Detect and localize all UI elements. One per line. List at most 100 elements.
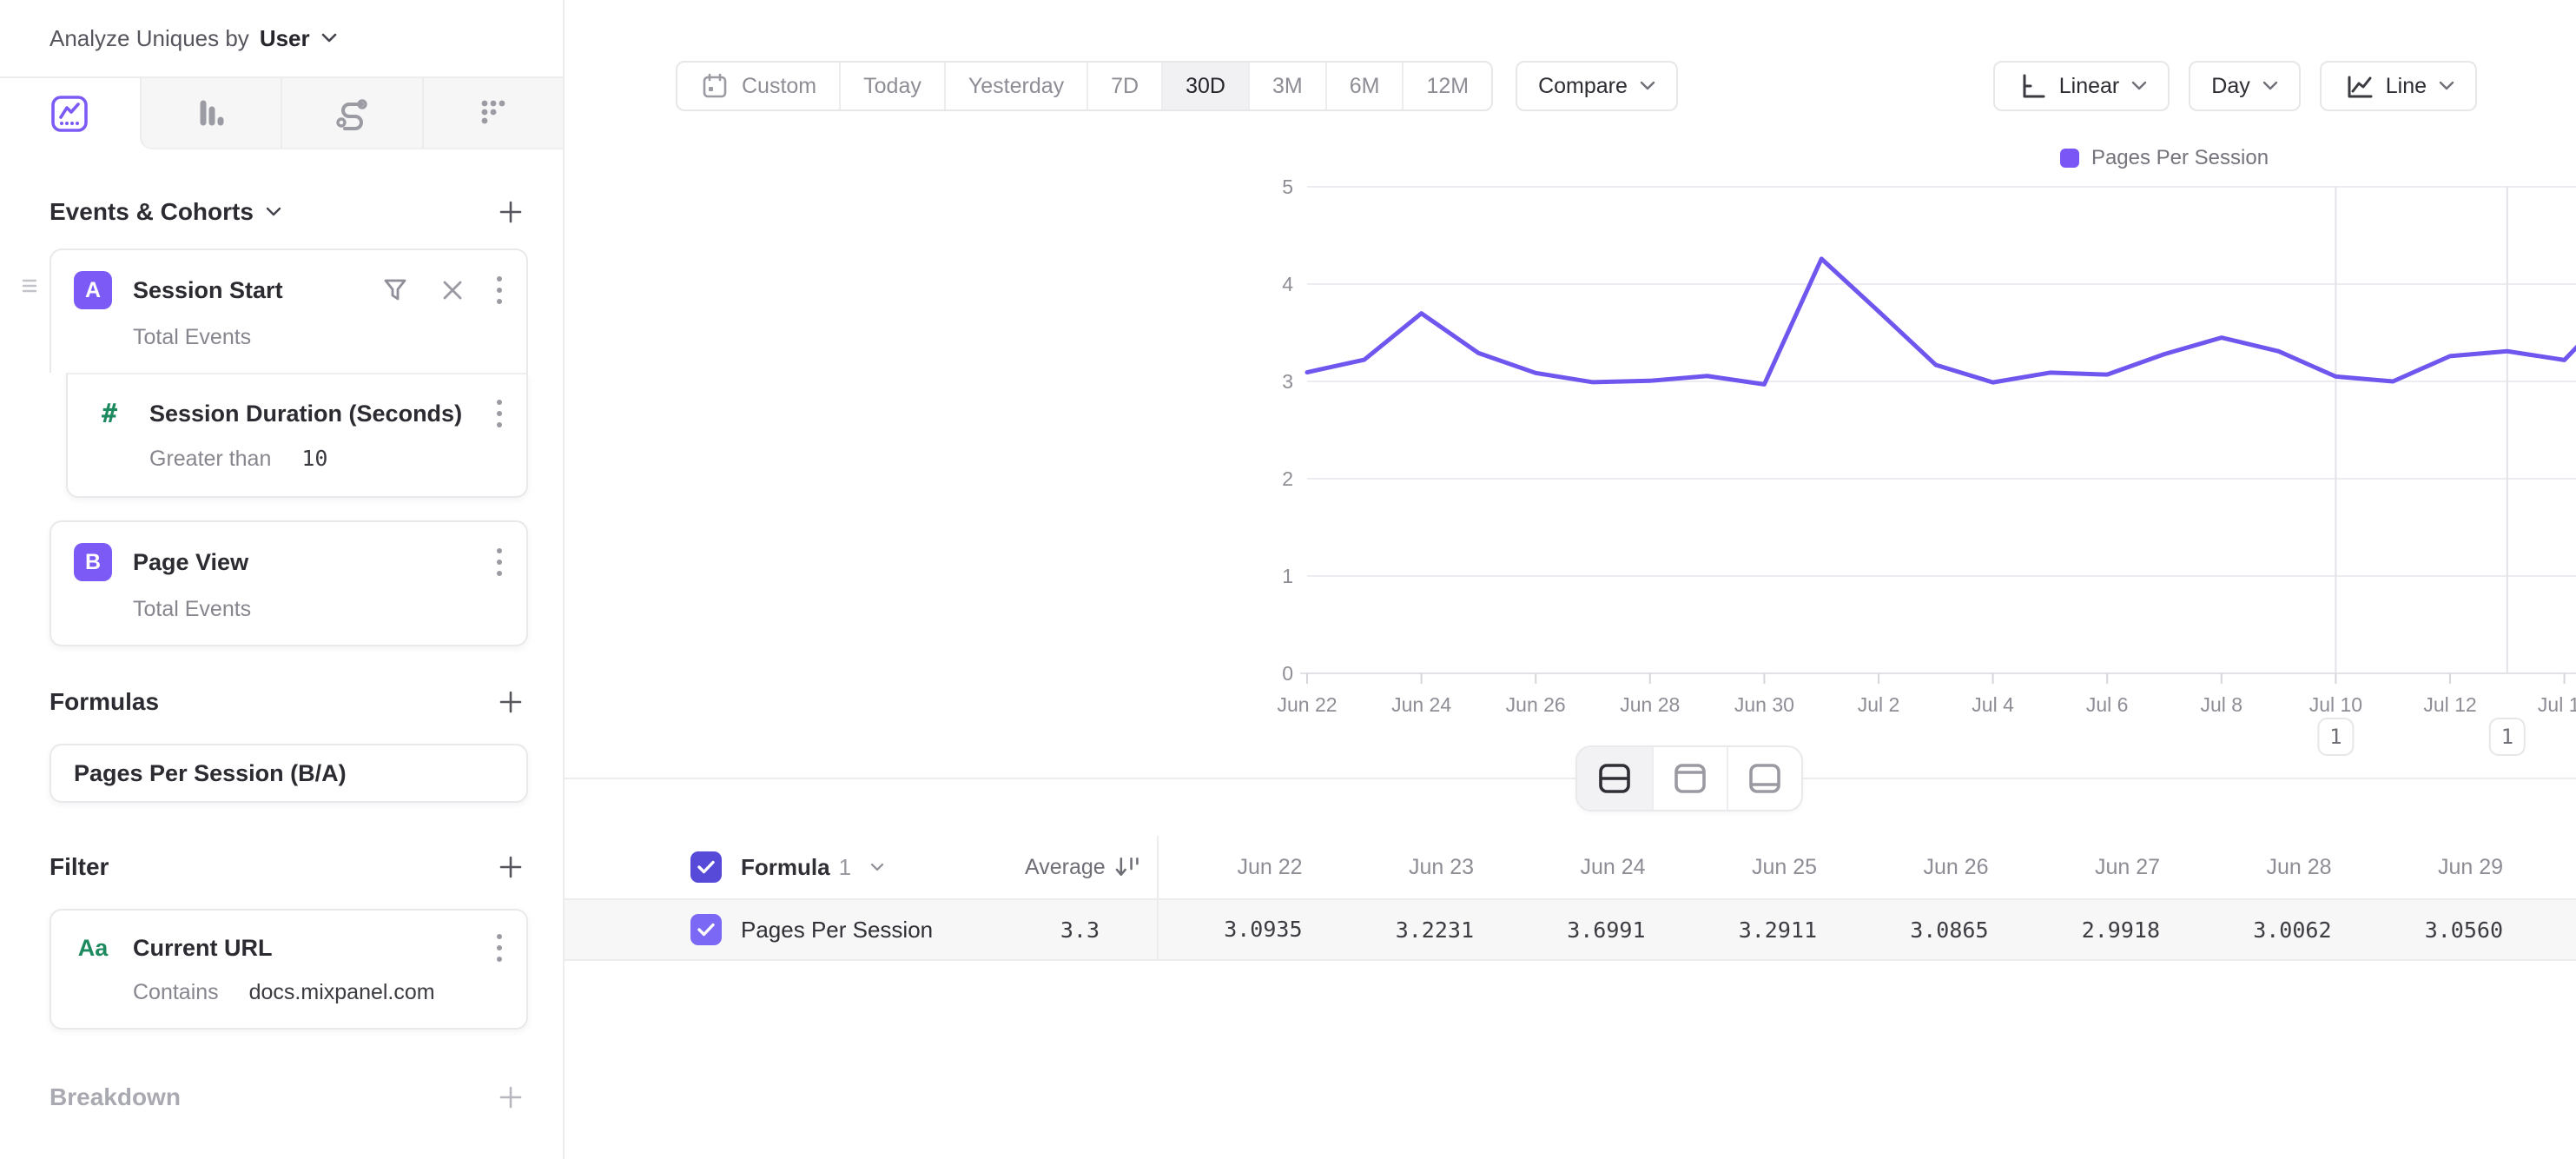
- scale-dropdown[interactable]: Linear: [1992, 61, 2170, 111]
- analyze-header: Analyze Uniques by User: [0, 0, 563, 78]
- remove-event-icon[interactable]: [439, 277, 466, 303]
- range-30d[interactable]: 30D: [1161, 63, 1248, 109]
- sort-descending-icon[interactable]: [1114, 854, 1139, 880]
- kebab-menu-icon[interactable]: [495, 397, 504, 430]
- event-measurement[interactable]: Total Events: [133, 325, 252, 349]
- events-section-title[interactable]: Events & Cohorts: [50, 198, 281, 226]
- date-column-header[interactable]: Jun 24: [1580, 854, 1646, 879]
- range-label: 12M: [1426, 73, 1470, 98]
- date-column-header[interactable]: Jun 22: [1157, 836, 1329, 898]
- range-custom[interactable]: Custom: [677, 63, 839, 109]
- tab-funnels[interactable]: [139, 78, 281, 149]
- compare-dropdown[interactable]: Compare: [1516, 61, 1678, 111]
- x-axis-label: Jun 26: [1506, 693, 1566, 716]
- range-label: 6M: [1349, 73, 1380, 98]
- table-cell: 3.6991: [1567, 917, 1646, 943]
- range-label: Yesterday: [968, 73, 1065, 98]
- select-all-checkbox[interactable]: [690, 851, 722, 883]
- analyze-by-dropdown[interactable]: User: [259, 24, 310, 51]
- string-property-icon: Aa: [77, 934, 109, 961]
- table-view-button[interactable]: [1727, 747, 1801, 810]
- event-card-page-view[interactable]: B Page View Total Events: [50, 520, 528, 646]
- range-3m[interactable]: 3M: [1247, 63, 1325, 109]
- number-property-icon: #: [101, 398, 118, 429]
- filter-property-name[interactable]: Current URL: [133, 934, 273, 961]
- x-axis-label: Jun 24: [1391, 693, 1451, 716]
- event-measurement[interactable]: Total Events: [133, 597, 252, 621]
- range-6m[interactable]: 6M: [1324, 63, 1403, 109]
- range-today[interactable]: Today: [839, 63, 944, 109]
- filter-section-header: Filter: [50, 843, 528, 891]
- table-cell: 3.2231: [1395, 917, 1474, 943]
- table-header-row: Formula 1 Average Jun 22 Jun 23 Jun 24 Ju…: [565, 836, 2576, 898]
- add-filter-button[interactable]: [493, 850, 528, 884]
- row-checkbox[interactable]: [690, 914, 722, 945]
- line-chart[interactable]: 1 1 Jun 22 Jun 24 Jun 26 Jun 28 Jun 30 Jul 2 Jul…: [1277, 176, 2576, 778]
- formulas-title: Formulas: [50, 688, 160, 715]
- event-name[interactable]: Session Start: [133, 276, 283, 303]
- tab-insights[interactable]: [0, 78, 140, 149]
- date-column-header[interactable]: Jun 29: [2437, 854, 2503, 879]
- table-cell: 3.0560: [2424, 917, 2503, 943]
- table-row[interactable]: Pages Per Session 3.3 3.0935 3.2231 3.69…: [565, 898, 2576, 961]
- property-name[interactable]: Session Duration (Seconds): [149, 400, 463, 427]
- series-count: 1: [838, 853, 852, 880]
- y-axis-label: 0: [1282, 662, 1293, 685]
- kebab-menu-icon[interactable]: [495, 274, 504, 307]
- event-card-session-start[interactable]: A Session Start Total Events: [22, 248, 528, 373]
- table-series-selector[interactable]: Formula: [741, 853, 830, 880]
- range-12m[interactable]: 12M: [1402, 63, 1491, 109]
- compare-label: Compare: [1538, 73, 1628, 98]
- drag-handle-icon[interactable]: [20, 276, 39, 295]
- average-column-header[interactable]: Average: [1025, 854, 1106, 879]
- date-column-header[interactable]: Jun 28: [2266, 854, 2332, 879]
- range-label: Custom: [742, 73, 817, 98]
- query-builder-sidebar: Analyze Uniques by User: [0, 0, 565, 1159]
- filter-funnel-icon[interactable]: [380, 275, 410, 305]
- kebab-menu-icon[interactable]: [495, 931, 504, 964]
- series-line[interactable]: [1305, 256, 2576, 387]
- split-view-button[interactable]: [1577, 747, 1652, 810]
- date-column-header[interactable]: Jun 25: [1751, 854, 1817, 879]
- range-yesterday[interactable]: Yesterday: [943, 63, 1087, 109]
- scale-label: Linear: [2058, 73, 2120, 98]
- filter-card-current-url[interactable]: Aa Current URL Contains docs.mixpanel.co…: [50, 909, 528, 1030]
- event-name[interactable]: Page View: [133, 548, 249, 575]
- formula-card[interactable]: Pages Per Session (B/A): [50, 744, 528, 803]
- property-value[interactable]: 10: [301, 446, 328, 471]
- filter-value[interactable]: docs.mixpanel.com: [248, 980, 435, 1004]
- x-axis-label: Jul 12: [2423, 693, 2476, 716]
- legend-label: Pages Per Session: [2091, 146, 2269, 169]
- events-section-header: Events & Cohorts: [50, 188, 528, 236]
- chevron-down-icon: [2132, 81, 2147, 90]
- table-cell: 3.0865: [1910, 917, 1989, 943]
- annotation-badge[interactable]: [2317, 718, 2355, 756]
- date-column-header[interactable]: Jun 27: [2094, 854, 2160, 879]
- event-group: A Session Start Total Events # Session D…: [22, 248, 528, 498]
- range-7d[interactable]: 7D: [1087, 63, 1161, 109]
- interval-dropdown[interactable]: Day: [2189, 61, 2301, 111]
- visualization-tabs: [0, 78, 563, 149]
- tab-flows[interactable]: [281, 78, 422, 149]
- date-column-header[interactable]: Jun 26: [1923, 854, 1989, 879]
- property-card-session-duration[interactable]: # Session Duration (Seconds) Greater tha…: [66, 373, 528, 498]
- filter-operator[interactable]: Contains: [133, 980, 219, 1004]
- chart-legend[interactable]: Pages Per Session: [1307, 146, 2576, 170]
- chart-type-dropdown[interactable]: Line: [2319, 61, 2477, 111]
- add-event-button[interactable]: [493, 195, 528, 229]
- chevron-down-icon: [321, 33, 336, 43]
- add-formula-button[interactable]: [493, 685, 528, 719]
- tab-retention[interactable]: [421, 78, 563, 149]
- kebab-menu-icon[interactable]: [495, 546, 504, 579]
- date-column-header[interactable]: Jun 23: [1408, 854, 1474, 879]
- average-value: 3.3: [1060, 917, 1100, 943]
- annotation-badge[interactable]: [2488, 718, 2526, 756]
- property-operator[interactable]: Greater than: [149, 447, 272, 471]
- chart-view-button[interactable]: [1652, 747, 1727, 810]
- split-view-icon: [1599, 764, 1630, 793]
- row-label: Pages Per Session: [741, 916, 934, 943]
- chart-table-divider: [565, 778, 2576, 779]
- add-breakdown-button[interactable]: [493, 1080, 528, 1115]
- chevron-down-icon[interactable]: [870, 863, 884, 872]
- table-cell: 2.9918: [2081, 917, 2160, 943]
